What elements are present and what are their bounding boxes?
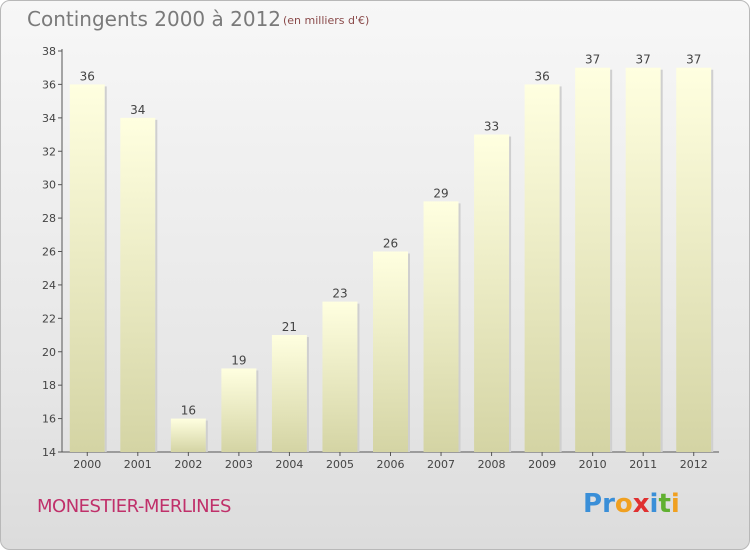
chart-title: Contingents 2000 à 2012: [27, 7, 282, 31]
bar-shadow: [155, 119, 158, 452]
data-label: 36: [534, 69, 549, 83]
logo-letter: x: [632, 489, 650, 519]
data-label: 37: [686, 53, 701, 67]
x-tick-label: 2008: [478, 458, 506, 471]
y-tick-label: 16: [42, 413, 56, 426]
logo-letter: P: [583, 489, 603, 519]
x-tick-label: 2005: [326, 458, 354, 471]
logo-letter: o: [614, 489, 633, 519]
bar-shadow: [357, 303, 360, 452]
y-tick-label: 36: [42, 78, 56, 91]
y-tick-label: 18: [42, 379, 56, 392]
x-tick-label: 2010: [579, 458, 607, 471]
logo-letter: i: [670, 489, 680, 519]
x-tick-label: 2004: [275, 458, 303, 471]
x-tick-label: 2012: [680, 458, 708, 471]
bar: [69, 84, 105, 453]
data-label: 19: [231, 353, 246, 367]
bar: [524, 84, 560, 453]
bar-shadow: [509, 136, 512, 452]
bar: [676, 67, 712, 452]
logo-letter: r: [602, 489, 615, 519]
data-label: 21: [282, 320, 297, 334]
data-label: 37: [636, 53, 651, 67]
bar: [575, 67, 611, 452]
logo-letter: t: [658, 489, 671, 519]
bar: [625, 67, 661, 452]
x-tick-label: 2002: [174, 458, 202, 471]
y-tick-label: 20: [42, 346, 56, 359]
bar: [170, 418, 206, 452]
bar: [373, 251, 408, 452]
y-tick-label: 32: [42, 145, 56, 158]
y-tick-label: 30: [42, 179, 56, 192]
y-tick-label: 22: [42, 312, 56, 325]
bar: [221, 368, 257, 452]
data-label: 26: [383, 237, 398, 251]
data-label: 34: [130, 103, 145, 117]
data-label: 23: [332, 287, 347, 301]
bar: [322, 301, 358, 452]
data-label: 37: [585, 53, 600, 67]
logo-letter: i: [649, 489, 659, 519]
x-tick-label: 2007: [427, 458, 455, 471]
bar-shadow: [205, 420, 208, 452]
x-tick-label: 2001: [124, 458, 152, 471]
data-label: 16: [181, 404, 196, 418]
y-tick-label: 26: [42, 246, 56, 259]
bar-shadow: [256, 370, 259, 452]
commune-name: MONESTIER-MERLINES: [37, 496, 231, 517]
bar-shadow: [458, 203, 461, 452]
bar-shadow: [711, 69, 714, 452]
data-label: 29: [433, 186, 448, 200]
proxiti-logo: Proxiti: [583, 489, 680, 519]
chart-subtitle: (en milliers d'€): [283, 14, 370, 27]
y-tick-label: 14: [42, 446, 56, 459]
bar: [120, 117, 156, 452]
x-tick-label: 2011: [629, 458, 657, 471]
x-tick-label: 2003: [225, 458, 253, 471]
bar: [423, 201, 459, 452]
bar-shadow: [306, 337, 309, 452]
bar-shadow: [660, 69, 663, 452]
bar: [474, 134, 510, 452]
data-label: 36: [80, 69, 95, 83]
data-label: 33: [484, 120, 499, 134]
bar-shadow: [559, 86, 562, 453]
bar-shadow: [104, 86, 107, 453]
bar-shadow: [610, 69, 613, 452]
y-tick-label: 24: [42, 279, 56, 292]
bar: [271, 335, 307, 452]
x-tick-label: 2009: [528, 458, 556, 471]
x-tick-label: 2000: [73, 458, 101, 471]
y-tick-label: 34: [42, 112, 56, 125]
bar-shadow: [408, 253, 410, 452]
y-tick-label: 28: [42, 212, 56, 225]
x-tick-label: 2006: [377, 458, 405, 471]
y-tick-label: 38: [42, 45, 56, 58]
